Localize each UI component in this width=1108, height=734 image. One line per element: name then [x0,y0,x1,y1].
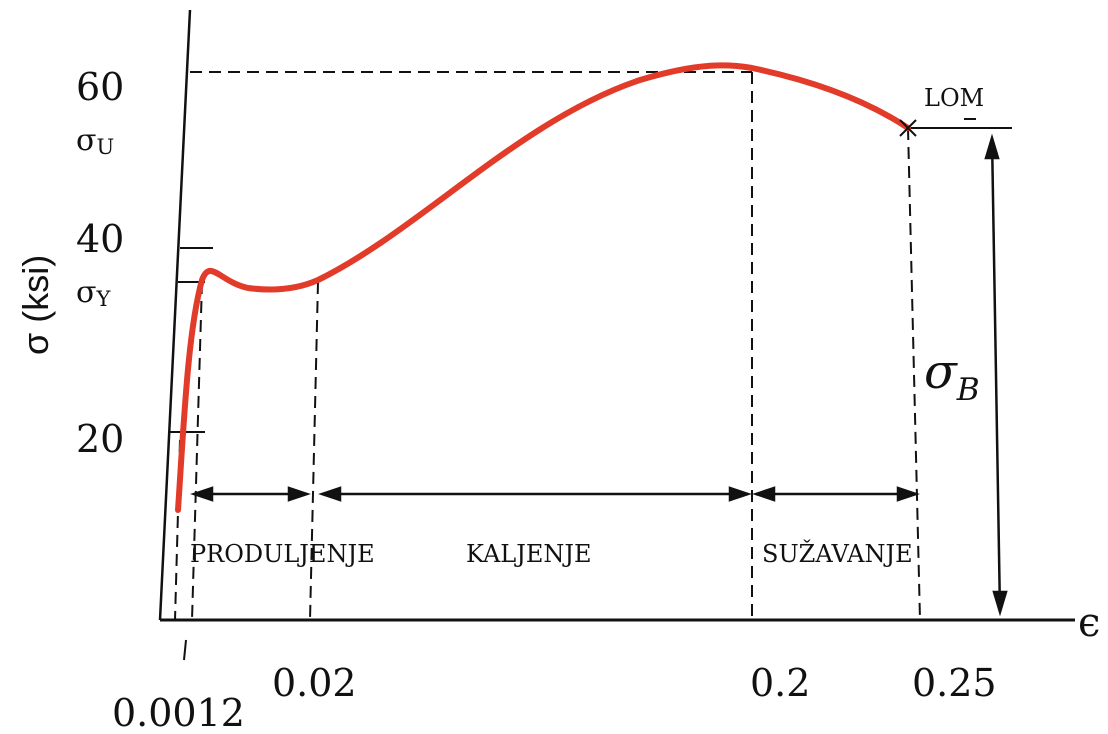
sigma-y-label: σY [76,275,111,311]
sigma-b-text: σ [924,344,958,400]
y-tick-20: 20 [76,417,124,461]
x-tick-0.02: 0.02 [272,661,357,705]
fracture-drop-line [907,127,921,621]
y-axis [158,9,192,621]
stress-strain-curve [175,62,911,513]
y-axis-label: σ (ksi) [15,255,56,355]
sigma-u-label: σU [76,123,114,159]
y-tick-60: 60 [76,65,124,109]
sigma-b-arrow [990,137,1002,613]
y-tick-40: 40 [76,217,124,261]
region-produljenje: PRODULJENJE [190,540,375,568]
tick-marks [170,118,1012,661]
region-suzavanje: SUŽAVANJE [762,539,913,568]
region-arrows [190,133,1008,617]
x-tick-0.25: 0.25 [912,661,997,705]
x-tick-0.2: 0.2 [750,661,810,705]
fracture-marker [899,119,917,137]
x-axis-label: ϵ [1078,600,1100,646]
lom-label: LOM [924,84,984,112]
x-tick-0.0012 [183,639,187,661]
region-kaljenje: KALJENJE [466,540,592,568]
sigma-b-subscript: B [956,372,980,408]
x-tick-0.0012: 0.0012 [112,691,245,734]
reference-lines [174,71,921,621]
sigma-b-label: σB [924,344,980,408]
strain-0.02-drop-line [309,281,319,621]
